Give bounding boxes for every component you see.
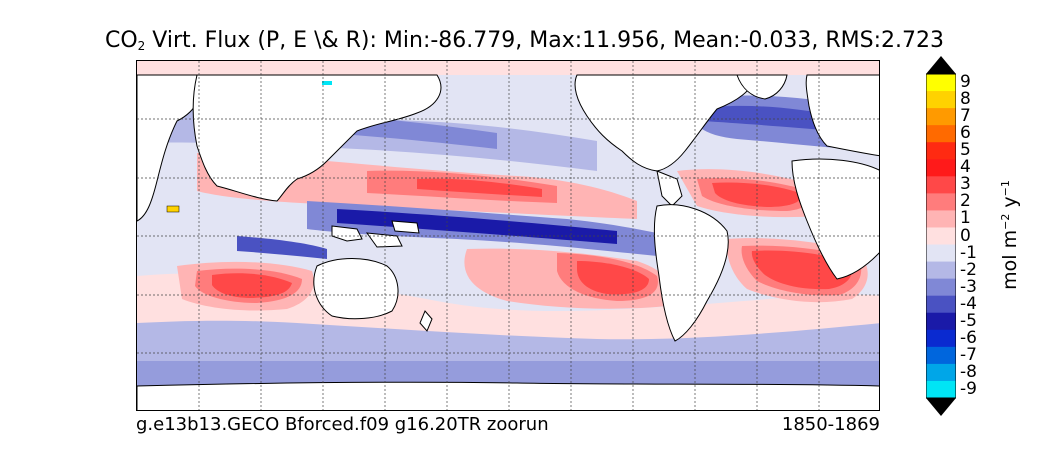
colorbar-tick-label: 0 [960,225,971,246]
colorbar-over-triangle [926,56,956,74]
colorbar-tick-label: 9 [960,72,971,93]
colorbar-segment [926,346,956,365]
colorbar-segment [926,227,956,246]
coastal-accent-yellow [166,205,180,213]
equatorial-core [337,209,617,244]
colorbar-segment [926,193,956,211]
land-new-guinea [391,220,420,234]
colorbar-tick-label: -1 [960,242,977,263]
map-panel [136,60,880,411]
colorbar-tick-label: 4 [960,157,971,178]
colorbar-tick-label: -4 [960,293,977,314]
colorbar [926,56,956,416]
arctic-band [137,61,879,75]
land-indonesia-2 [365,232,403,248]
colorbar-segment [926,380,956,399]
colorbar-tick-label: -6 [960,327,977,348]
colorbar-segments [926,74,956,399]
units-mid: y [999,196,1022,214]
flux-map [137,61,879,410]
colorbar-segment [926,142,956,160]
land-new-zealand [419,310,433,332]
colorbar-units-label: mol m−2 y−1 [999,180,1021,290]
colorbar-tick-label: 7 [960,106,971,127]
colorbar-segment [926,125,956,143]
coastal-accent-cyan [322,81,332,85]
colorbar-tick-label: -7 [960,344,977,365]
title-rest: Virt. Flux (P, E \& R): Min:-86.779, Max… [145,28,945,53]
indian-subtropical-max [212,273,292,298]
land-antarctica [137,381,879,410]
colorbar-tick-label: 6 [960,123,971,144]
colorbar-segment [926,363,956,382]
colorbar-tick-label: 2 [960,191,971,212]
colorbar-segment [926,261,956,280]
units-exp1: −2 [998,213,1012,230]
colorbar-tick-label: 5 [960,140,971,161]
landmasses [137,74,879,410]
southern-ocean-band-dark [137,361,879,386]
land-australia [313,258,399,320]
land-africa [791,158,879,280]
land-greenland [736,74,788,100]
gridlines [137,61,879,410]
land-south-america [653,204,729,342]
land-europe [805,74,879,157]
colorbar-segment [926,312,956,331]
colorbar-segment [926,159,956,177]
colorbar-segment [926,74,956,92]
colorbar-segment [926,176,956,194]
years-label: 1850-1869 [781,414,880,435]
colorbar-segment [926,210,956,228]
north-pacific-max [417,178,542,197]
colorbar-outline [926,73,956,399]
indian-equatorial [237,236,327,259]
colorbar-tick-label: 3 [960,174,971,195]
south-pacific-max [577,261,649,295]
colorbar-segment [926,278,956,297]
units-text: mol m [999,229,1022,290]
north-atlantic-subpolar-core [697,105,837,131]
case-name-label: g.e13b13.GECO Bforced.f09 g16.20TR zooru… [136,414,549,435]
land-indonesia-1 [331,225,363,242]
colorbar-tick-label: -8 [960,361,977,382]
colorbar-tick-label: -3 [960,276,977,297]
land-asia [192,74,442,202]
colorbar-tick-label: 8 [960,89,971,110]
colorbar-tick-label: -5 [960,310,977,331]
colorbar-tick-label: 1 [960,208,971,229]
colorbar-tick-label: -2 [960,259,977,280]
colorbar-tick-label: -9 [960,378,977,399]
colorbar-under-triangle [926,398,956,416]
colorbar-segment [926,108,956,126]
plot-title: CO2 Virt. Flux (P, E \& R): Min:-86.779,… [0,28,1049,59]
title-prefix: CO [104,28,138,53]
colorbar-segment [926,244,956,263]
units-exp2: −1 [998,180,1012,197]
title-subscript: 2 [137,39,146,53]
colorbar-segment [926,91,956,109]
colorbar-segment [926,295,956,314]
colorbar-segment [926,329,956,348]
